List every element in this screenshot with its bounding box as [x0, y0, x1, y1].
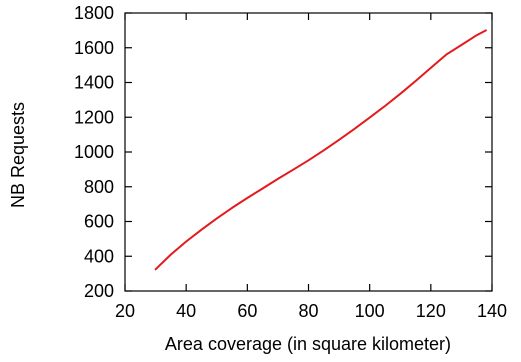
y-tick-label: 1200 [74, 107, 114, 127]
y-tick-label: 1000 [74, 142, 114, 162]
y-axis-title-group: NB Requests [8, 102, 28, 208]
y-tick-label: 400 [84, 246, 114, 266]
x-tick-label: 80 [298, 301, 318, 321]
x-tick-label: 60 [237, 301, 257, 321]
y-tick-label: 800 [84, 177, 114, 197]
y-tick-label: 600 [84, 212, 114, 232]
x-tick-label: 20 [115, 301, 135, 321]
x-axis-title: Area coverage (in square kilometer) [165, 334, 451, 354]
y-axis-title: NB Requests [8, 102, 28, 208]
x-tick-label: 140 [477, 301, 507, 321]
x-tick-label: 40 [176, 301, 196, 321]
y-tick-label: 1800 [74, 3, 114, 23]
x-tick-label: 120 [416, 301, 446, 321]
series-layer [154, 29, 487, 271]
y-tick-label: 1600 [74, 38, 114, 58]
series-line [154, 29, 487, 271]
plot-frame [124, 12, 493, 292]
y-tick-label: 200 [84, 281, 114, 301]
x-tick-label: 100 [355, 301, 385, 321]
ticks-layer: 20 40 60 80 100 120 140 200 400 600 800 1000 1200 140… [74, 3, 507, 321]
y-tick-label: 1400 [74, 73, 114, 93]
